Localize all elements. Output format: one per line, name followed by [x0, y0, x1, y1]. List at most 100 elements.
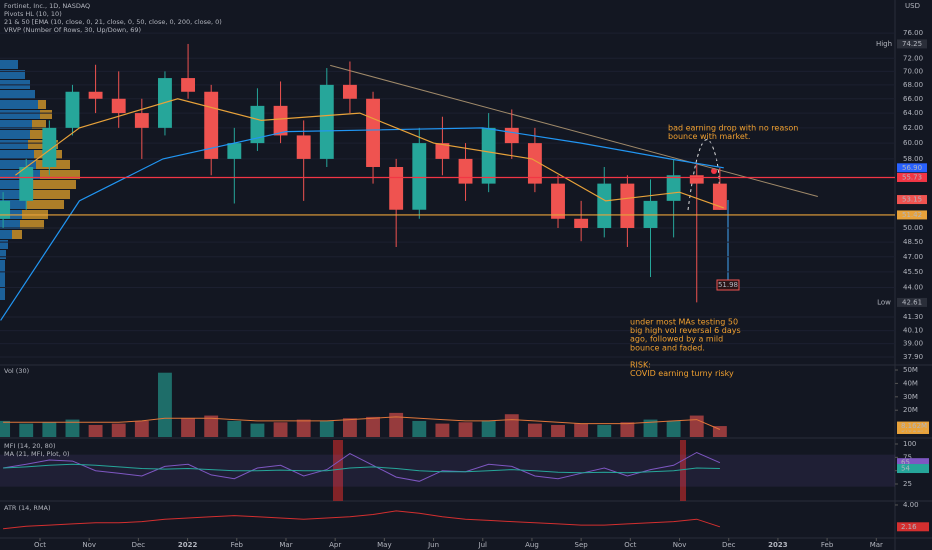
candle-body [481, 127, 496, 184]
price-tag-note: High [876, 40, 892, 48]
price-tag [897, 39, 927, 49]
legend-line: 21 & 50 [EMA (10, close, 0, 21, close, 0… [4, 18, 222, 26]
price-tag-label: 51.42 [902, 211, 922, 219]
legend-line: ATR (14, RMA) [4, 504, 51, 512]
price-tag-label: 56.90 [902, 164, 922, 172]
value-tag-label: 54 [901, 465, 910, 473]
volume-bar [111, 423, 126, 437]
volume-bar [574, 423, 589, 437]
annotation: ago, followed by a mild [630, 335, 723, 344]
x-tick-label: Mar [870, 541, 883, 549]
volume-bar [712, 426, 727, 437]
pane-title: Vol (30) [4, 367, 29, 375]
y-tick-label: 76.00 [903, 29, 923, 37]
value-tag-label: 65 [901, 459, 910, 467]
volume-bar [689, 415, 704, 437]
candle-body [273, 105, 288, 136]
candle-body [458, 158, 473, 184]
volume-bar [273, 422, 288, 437]
annotation: bad earning drop with no reason [668, 124, 798, 133]
x-tick-label: Dec [722, 541, 736, 549]
y-tick-label: 20M [903, 406, 918, 414]
x-tick-label: Dec [132, 541, 146, 549]
y-tick-label: 72.00 [903, 54, 923, 62]
volume-bar [204, 415, 219, 437]
value-tag [897, 522, 929, 532]
candle-body [366, 98, 380, 167]
y-tick-label: 68.00 [903, 81, 923, 89]
candle-body [597, 183, 612, 228]
candle-body [42, 127, 57, 167]
annotation: under most MAs testing 50 [630, 318, 738, 327]
volume-bar [643, 419, 658, 437]
volume-bar [458, 422, 473, 437]
volume-bar [481, 420, 496, 437]
candle-body [88, 91, 103, 99]
x-tick-label: Oct [34, 541, 46, 549]
annotation: bounce and faded. [630, 343, 705, 352]
value-tag [897, 421, 929, 431]
measure-box [716, 279, 740, 291]
x-tick-label: Apr [329, 541, 341, 549]
ma-line [15, 98, 725, 209]
candle-body [527, 143, 542, 184]
candle-body [551, 183, 565, 219]
volume-bar [597, 424, 612, 437]
mfi-highlight [680, 440, 686, 501]
candle-body [250, 105, 265, 144]
y-tick-label: 60.00 [903, 139, 923, 147]
ma-line [0, 127, 724, 321]
x-tick-label: Oct [624, 541, 636, 549]
value-tag-label: 8.162M [901, 422, 927, 430]
annotation: big high vol reversal 6 days [630, 326, 741, 335]
x-tick-label: Jul [478, 541, 488, 549]
value-tag [897, 458, 929, 468]
volume-bar [296, 419, 311, 437]
candle-body [111, 98, 126, 114]
y-tick-label: 58.00 [903, 155, 923, 163]
volume-bar [435, 423, 450, 437]
legend-line: MFI (14, 20, 80) [4, 442, 55, 450]
annotation: RISK: [630, 361, 651, 370]
candle-body [227, 143, 242, 159]
volume-bar [412, 420, 427, 437]
y-tick-label: 37.90 [903, 353, 923, 361]
candle-body [134, 113, 149, 128]
volume-bar [181, 418, 196, 437]
y-tick-label: 64.00 [903, 109, 923, 117]
volume-bar [551, 424, 565, 437]
volume-bar [42, 422, 57, 437]
candle-body [319, 84, 334, 159]
y-tick-label: 62.00 [903, 124, 923, 132]
candle-body [435, 143, 450, 159]
candle-body [65, 91, 80, 128]
indicator-line [3, 451, 721, 482]
y-tick-label: 30M [903, 393, 918, 401]
candle-body [689, 175, 704, 184]
price-tag-label: 55.73 [902, 173, 922, 181]
y-tick-label: 25 [903, 480, 912, 488]
volume-bar [527, 423, 542, 437]
legend-line: VRVP (Number Of Rows, 30, Up/Down, 69) [4, 26, 141, 34]
price-tag-note: Low [877, 298, 891, 306]
annotation: bounce with market. [668, 132, 750, 141]
price-tag-label: 74.25 [902, 40, 922, 48]
indicator-line [3, 510, 721, 530]
candle-body [666, 175, 681, 201]
price-tag [897, 195, 927, 205]
y-tick-label: 4.00 [903, 501, 919, 509]
y-tick-label: 39.00 [903, 340, 923, 348]
y-tick-label: 41.30 [903, 313, 923, 321]
y-tick-label: 47.00 [903, 253, 923, 261]
price-tag-label: 53.15 [902, 196, 922, 204]
candle-body [296, 135, 311, 159]
y-tick-label: 40.10 [903, 327, 923, 335]
x-tick-label: Nov [82, 541, 96, 549]
x-tick-label: Feb [821, 541, 834, 549]
volume-profile [0, 60, 80, 300]
candle-body [0, 200, 11, 219]
y-tick-label: 75 [903, 453, 912, 461]
price-tag [897, 163, 927, 173]
annotation: COVID earning turny risky [630, 369, 734, 378]
